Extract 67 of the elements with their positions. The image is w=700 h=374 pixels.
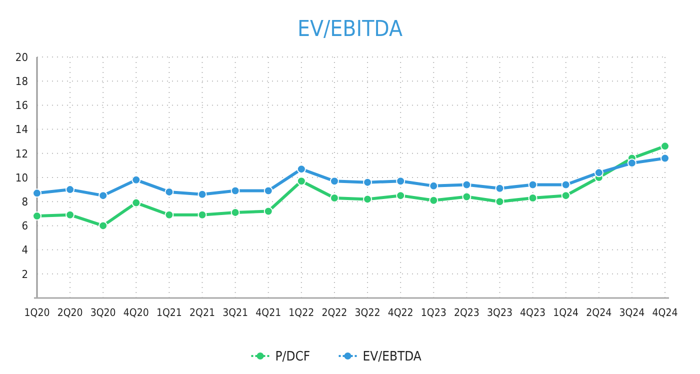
x-tick-label: 4Q23	[520, 307, 546, 319]
x-tick-label: 2Q20	[57, 307, 83, 319]
y-tick-label: 14	[15, 123, 28, 136]
point	[528, 180, 538, 190]
point	[164, 210, 174, 220]
x-tick-label: 4Q24	[652, 307, 678, 319]
x-tick-label: 3Q22	[354, 307, 380, 319]
point	[32, 212, 42, 221]
x-tick-label: 4Q22	[388, 307, 414, 319]
point	[561, 191, 570, 200]
point	[660, 142, 670, 151]
point	[594, 168, 604, 178]
point	[495, 184, 504, 193]
x-tick-label: 1Q24	[553, 307, 579, 319]
x-tick-label: 4Q20	[123, 307, 149, 319]
y-tick-label: 8	[22, 195, 28, 208]
x-tick-label: 2Q23	[454, 307, 480, 319]
point	[462, 180, 472, 190]
point	[561, 180, 570, 190]
legend-label: EV/EBTDA	[362, 350, 422, 365]
point	[462, 192, 472, 202]
y-tick-label: 6	[22, 220, 28, 233]
point	[198, 210, 207, 220]
point	[429, 196, 438, 205]
point	[330, 176, 339, 186]
x-tick-label: 3Q21	[222, 307, 248, 319]
x-tick-label: 1Q21	[156, 307, 182, 319]
point	[198, 190, 207, 199]
point	[396, 176, 406, 186]
x-tick-label: 1Q20	[24, 307, 50, 319]
point	[363, 194, 372, 204]
point	[132, 175, 141, 184]
point	[264, 186, 273, 196]
x-tick-label: 3Q23	[487, 307, 512, 319]
y-tick-label: 12	[15, 147, 28, 160]
point	[164, 187, 174, 196]
x-tick-label: 2Q22	[322, 307, 348, 319]
point	[396, 191, 406, 200]
x-tick-label: 4Q21	[256, 307, 282, 319]
point	[264, 206, 273, 216]
point	[627, 158, 636, 168]
y-tick-label: 18	[15, 74, 28, 88]
x-tick-label: 2Q24	[586, 307, 612, 319]
point	[429, 181, 438, 190]
x-tick-label: 1Q22	[288, 307, 314, 319]
point	[296, 164, 306, 174]
point	[66, 210, 75, 220]
point	[98, 221, 108, 230]
point	[296, 176, 306, 186]
y-tick-label: 2	[22, 268, 28, 281]
y-tick-label: 4	[22, 244, 28, 257]
chart-title: EV/EBITDA	[297, 17, 404, 42]
y-tick-label: 16	[15, 99, 28, 112]
legend-label: P/DCF	[275, 350, 310, 365]
point	[132, 198, 141, 208]
point	[495, 197, 504, 206]
point	[230, 186, 240, 196]
x-tick-label: 3Q20	[90, 307, 116, 319]
point	[32, 188, 42, 198]
y-tick-label: 20	[15, 50, 28, 64]
point	[363, 178, 372, 187]
point	[98, 191, 108, 200]
x-tick-label: 1Q23	[420, 307, 446, 319]
x-tick-label: 2Q21	[190, 307, 215, 319]
point	[660, 154, 670, 163]
x-tick-label: 3Q24	[619, 307, 645, 319]
y-tick-label: 10	[15, 171, 28, 184]
